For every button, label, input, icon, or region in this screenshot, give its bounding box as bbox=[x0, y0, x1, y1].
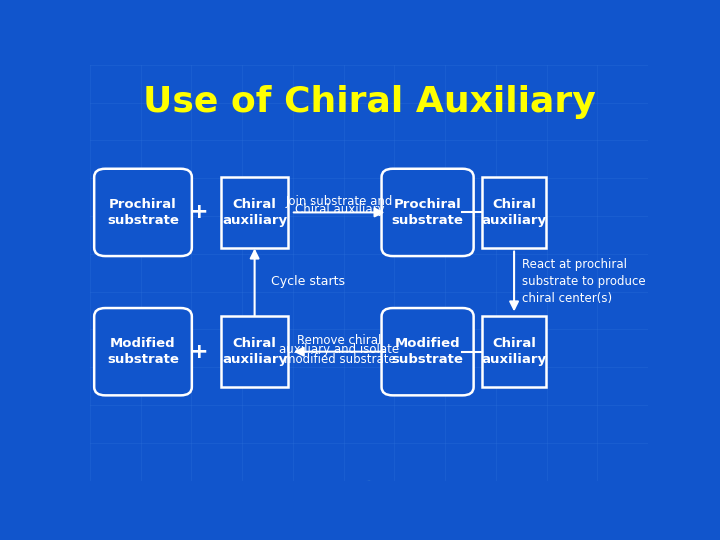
Text: React at prochiral
substrate to produce
chiral center(s): React at prochiral substrate to produce … bbox=[523, 258, 646, 305]
Text: Use of Chiral Auxiliary: Use of Chiral Auxiliary bbox=[143, 85, 595, 119]
Text: Chiral
auxiliary: Chiral auxiliary bbox=[482, 337, 546, 366]
FancyBboxPatch shape bbox=[221, 316, 288, 387]
Text: Prochiral
substrate: Prochiral substrate bbox=[107, 198, 179, 227]
Text: Chiral auxiliary: Chiral auxiliary bbox=[294, 203, 384, 216]
Text: Prochiral
substrate: Prochiral substrate bbox=[392, 198, 464, 227]
FancyBboxPatch shape bbox=[482, 177, 546, 248]
FancyBboxPatch shape bbox=[221, 177, 288, 248]
Text: Chiral
auxiliary: Chiral auxiliary bbox=[222, 198, 287, 227]
Text: +: + bbox=[189, 342, 208, 362]
FancyBboxPatch shape bbox=[94, 168, 192, 256]
FancyBboxPatch shape bbox=[94, 308, 192, 395]
Text: Remove chiral: Remove chiral bbox=[297, 334, 382, 347]
Text: +: + bbox=[189, 202, 208, 222]
FancyBboxPatch shape bbox=[482, 316, 546, 387]
Text: Chiral
auxiliary: Chiral auxiliary bbox=[222, 337, 287, 366]
FancyBboxPatch shape bbox=[382, 308, 474, 395]
Text: auxiliary and isolate: auxiliary and isolate bbox=[279, 343, 400, 356]
Text: Cycle starts: Cycle starts bbox=[271, 274, 346, 287]
FancyBboxPatch shape bbox=[382, 168, 474, 256]
Text: Modified
substrate: Modified substrate bbox=[107, 337, 179, 366]
Text: modified substrate: modified substrate bbox=[284, 353, 395, 366]
Text: Modified
substrate: Modified substrate bbox=[392, 337, 464, 366]
Text: Chiral
auxiliary: Chiral auxiliary bbox=[482, 198, 546, 227]
Text: Join substrate and: Join substrate and bbox=[286, 195, 393, 208]
